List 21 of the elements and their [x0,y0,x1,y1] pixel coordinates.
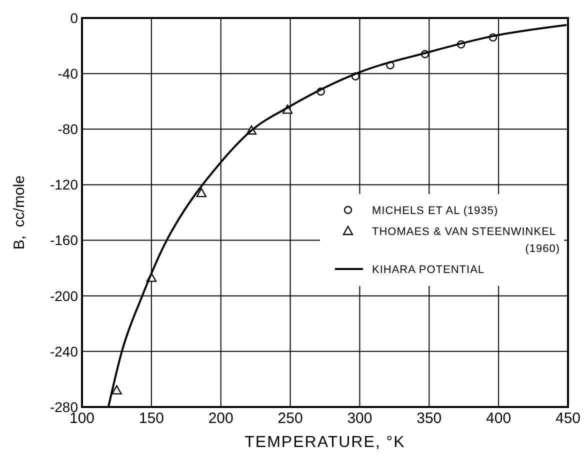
x-tick-label: 300 [347,410,372,427]
x-tick-label: 400 [486,410,512,427]
legend-label: THOMAES & VAN STEENWINKEL (1960) [372,226,560,255]
y-tick-label: 0 [70,10,78,26]
point [112,385,122,394]
y-tick-label: -120 [50,176,78,193]
legend-label: KIHARA POTENTIAL [372,264,485,276]
y-axis-title: B, cc/mole [11,175,28,250]
y-tick-label: -240 [50,343,78,360]
x-tick-label: 350 [416,410,442,427]
legend-label: MICHELS ET AL (1935) [372,204,498,217]
x-tick-label: 450 [555,410,581,427]
x-tick-label: 250 [278,410,303,427]
y-tick-label: -200 [50,288,78,304]
y-tick-label: -80 [58,121,78,138]
x-axis-title: TEMPERATURE, °K [244,434,406,451]
x-tick-label: 200 [208,410,234,427]
point [196,188,207,198]
y-tick-label: -40 [58,65,78,82]
x-tick-label: 150 [138,410,164,427]
y-tick-label: -160 [50,232,78,248]
